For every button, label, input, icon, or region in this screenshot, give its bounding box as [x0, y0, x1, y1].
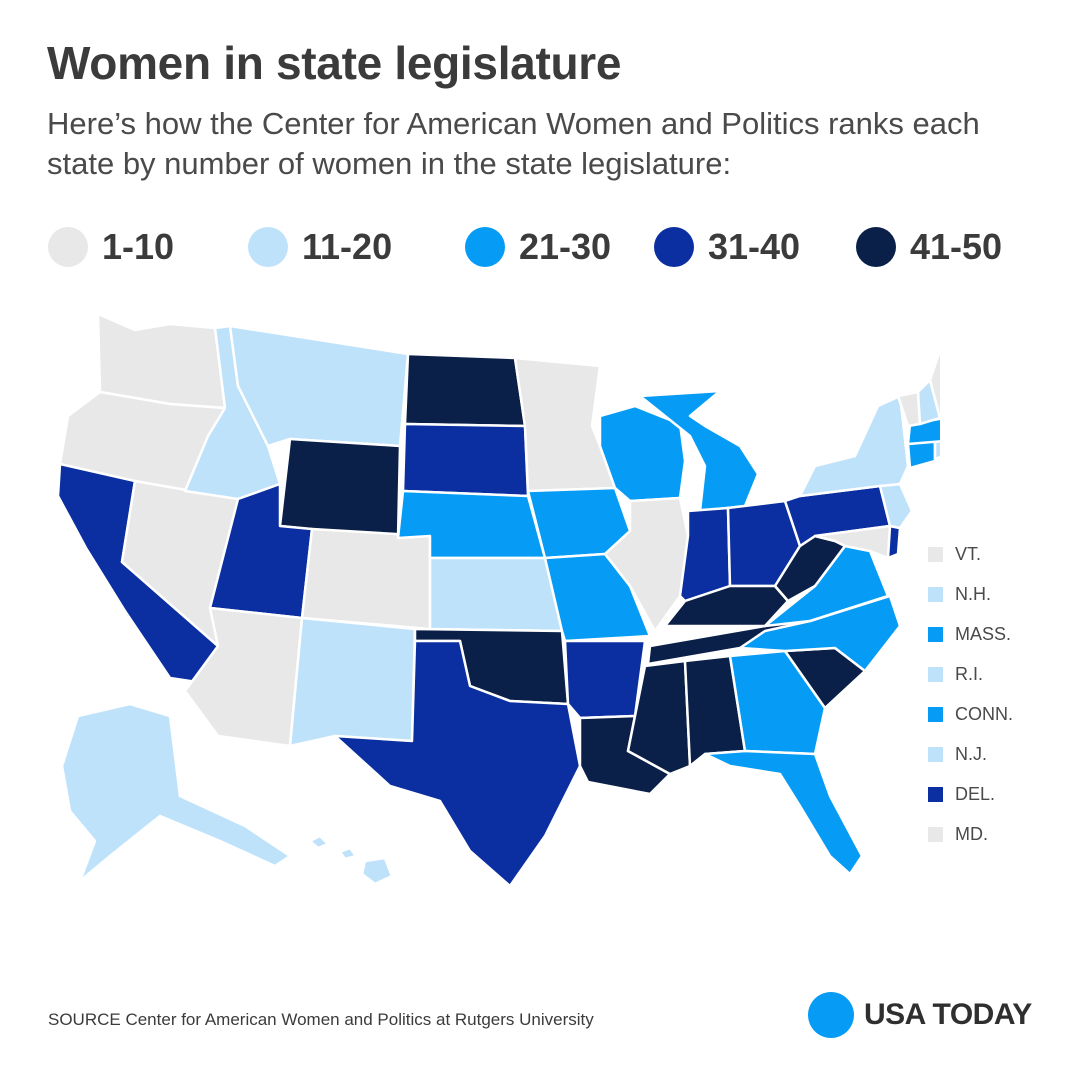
state-illinois — [603, 496, 690, 633]
legend-swatch-41-50 — [856, 227, 896, 267]
key-swatch-vt — [928, 546, 943, 562]
key-label-md: MD. — [955, 823, 988, 844]
state-colorado — [300, 527, 432, 631]
state-connecticut — [906, 439, 937, 470]
state-texas — [333, 639, 582, 888]
key-label-del: DEL. — [955, 783, 996, 804]
key-label-nh: N.H. — [955, 583, 991, 604]
key-swatch-ri — [928, 666, 943, 682]
legend-swatch-1-10 — [48, 227, 88, 267]
state-florida — [703, 749, 864, 876]
legend-swatch-21-30 — [465, 227, 505, 267]
state-wyoming — [278, 437, 402, 540]
state-rhode-island — [933, 439, 940, 461]
page-title: Women in state legislature — [47, 37, 622, 89]
state-hawaii — [308, 834, 394, 886]
legend-item-31-40: 31-40 — [654, 222, 800, 272]
key-swatch-mass — [928, 626, 943, 642]
state-south-dakota — [401, 422, 530, 498]
key-row-nj: N.J. — [928, 734, 1068, 774]
legend-swatch-11-20 — [248, 227, 288, 267]
brand-logo: USA TODAY — [808, 990, 1032, 1040]
legend-label-21-30: 21-30 — [519, 226, 612, 267]
legend-item-11-20: 11-20 — [248, 222, 392, 272]
state-kansas — [428, 556, 564, 633]
state-new-york — [798, 394, 910, 498]
state-delaware — [886, 524, 902, 560]
us-state-map — [56, 312, 940, 888]
legend-swatch-31-40 — [654, 227, 694, 267]
legend-label-11-20: 11-20 — [302, 226, 393, 267]
state-michigan — [638, 389, 760, 513]
key-swatch-md — [928, 826, 943, 842]
state-new-mexico — [288, 616, 417, 748]
legend-label-31-40: 31-40 — [708, 226, 801, 267]
state-maine — [928, 346, 940, 420]
key-row-ri: R.I. — [928, 654, 1068, 694]
key-row-md: MD. — [928, 814, 1068, 854]
key-swatch-nh — [928, 586, 943, 602]
key-row-mass: MASS. — [928, 614, 1068, 654]
key-label-nj: N.J. — [955, 743, 988, 764]
key-label-mass: MASS. — [955, 623, 1012, 644]
page-subtitle: Here’s how the Center for American Women… — [47, 106, 980, 181]
legend-item-1-10: 1-10 — [48, 222, 174, 272]
state-north-dakota — [403, 352, 527, 428]
brand-circle-icon — [808, 992, 854, 1038]
key-label-vt: VT. — [955, 543, 982, 564]
small-states-key: VT. N.H. MASS. R.I. CONN. N.J. DEL. MD. — [928, 534, 1068, 854]
state-alaska — [60, 702, 292, 883]
key-row-conn: CONN. — [928, 694, 1068, 734]
key-label-ri: R.I. — [955, 663, 984, 684]
state-georgia — [728, 649, 827, 756]
key-row-nh: N.H. — [928, 574, 1068, 614]
rank-legend: 1-10 11-20 21-30 31-40 41-50 — [48, 222, 1038, 272]
legend-item-21-30: 21-30 — [465, 222, 611, 272]
key-swatch-del — [928, 786, 943, 802]
state-arkansas — [563, 639, 647, 720]
legend-label-41-50: 41-50 — [910, 226, 1003, 267]
state-new-hampshire — [916, 378, 940, 426]
brand-name: USA TODAY — [864, 998, 1032, 1031]
key-row-vt: VT. — [928, 534, 1068, 574]
key-swatch-nj — [928, 746, 943, 762]
state-indiana — [678, 506, 732, 603]
key-swatch-conn — [928, 706, 943, 722]
key-row-del: DEL. — [928, 774, 1068, 814]
source-note: SOURCE Center for American Women and Pol… — [48, 1010, 594, 1029]
legend-label-1-10: 1-10 — [102, 226, 175, 267]
legend-item-41-50: 41-50 — [856, 222, 1002, 272]
key-label-conn: CONN. — [955, 703, 1013, 724]
